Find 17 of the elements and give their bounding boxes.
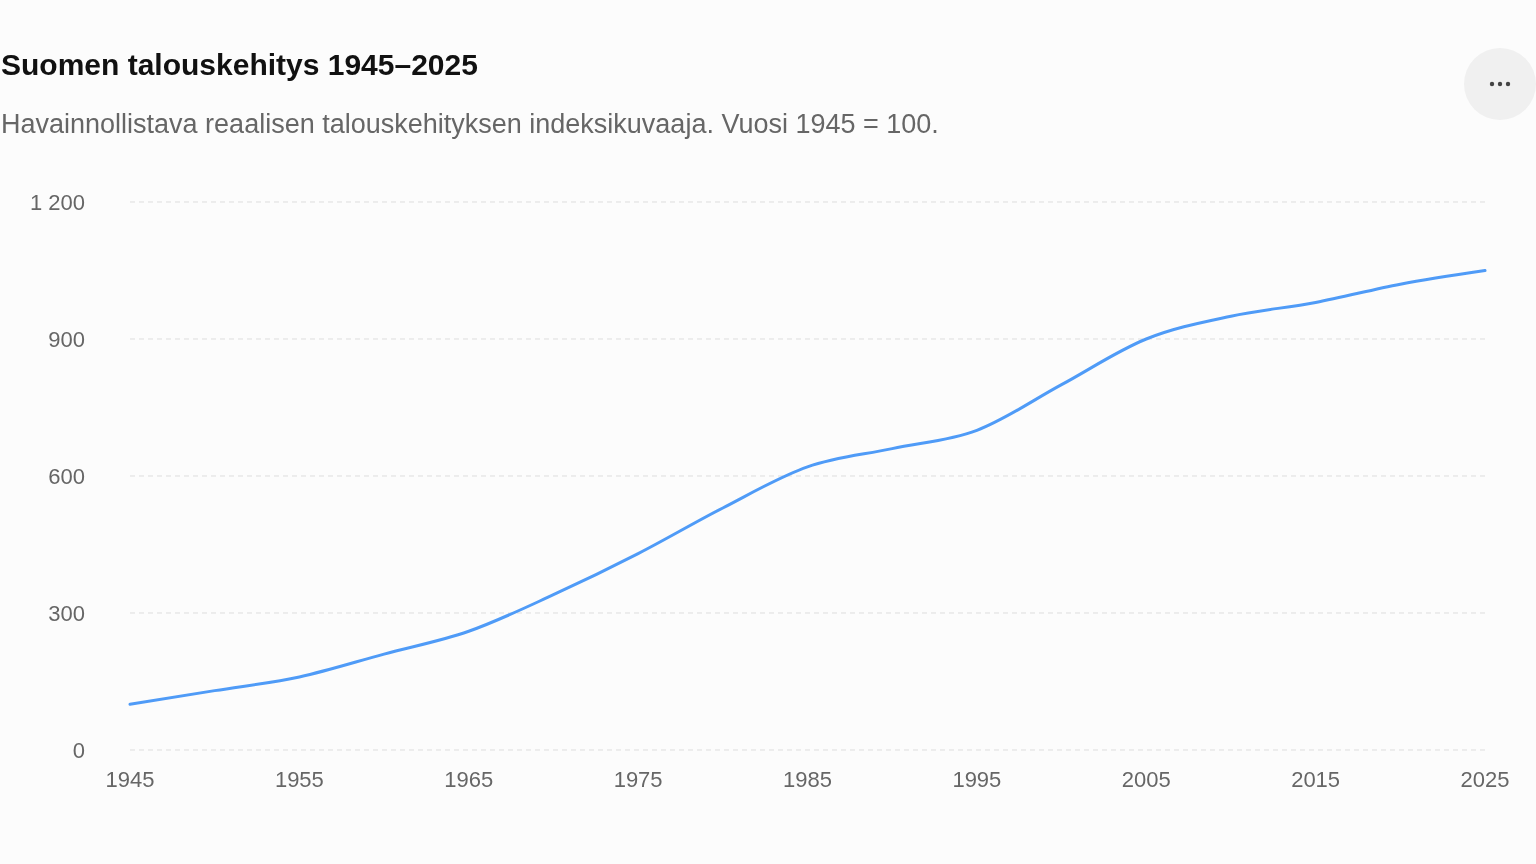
x-tick-label: 2015 xyxy=(1291,767,1341,792)
x-tick-label: 1965 xyxy=(444,767,494,792)
chart-subtitle: Havainnollistava reaalisen talouskehityksen indeksikuvaaja. Vuosi 1945 = 100. xyxy=(1,109,939,139)
y-tick-label: 1 200 xyxy=(29,189,85,215)
x-tick-label: 2025 xyxy=(1460,767,1510,792)
chart-title: Suomen talouskehitys 1945–2025 xyxy=(1,48,478,81)
y-tick-label: 600 xyxy=(48,463,85,489)
x-tick-label: 1945 xyxy=(105,767,155,792)
x-tick-label: 2005 xyxy=(1121,767,1171,792)
y-tick-label: 900 xyxy=(48,326,85,352)
y-tick-label: 0 xyxy=(72,737,85,763)
x-tick-label: 1985 xyxy=(783,767,832,792)
x-tick-label: 1995 xyxy=(952,767,1002,792)
line-series xyxy=(128,269,1487,706)
x-tick-label: 1975 xyxy=(613,767,663,792)
x-tick-label: 1955 xyxy=(274,767,324,792)
y-tick-label: 300 xyxy=(48,600,85,626)
